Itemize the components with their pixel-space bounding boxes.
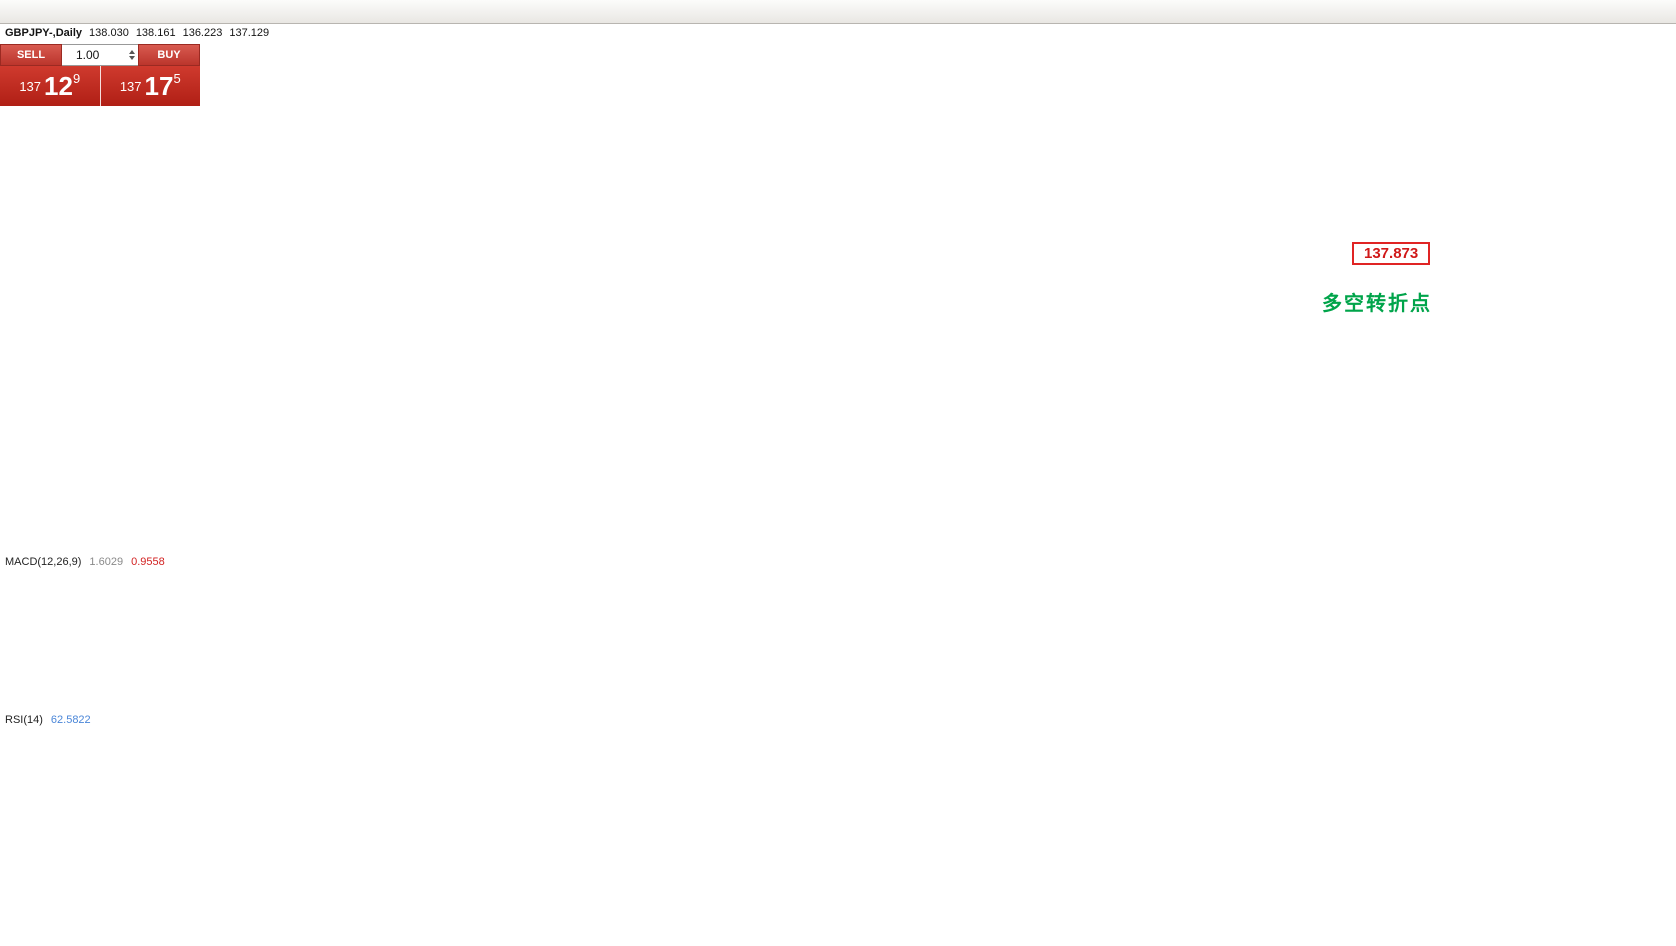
toolbar [0, 0, 1676, 24]
